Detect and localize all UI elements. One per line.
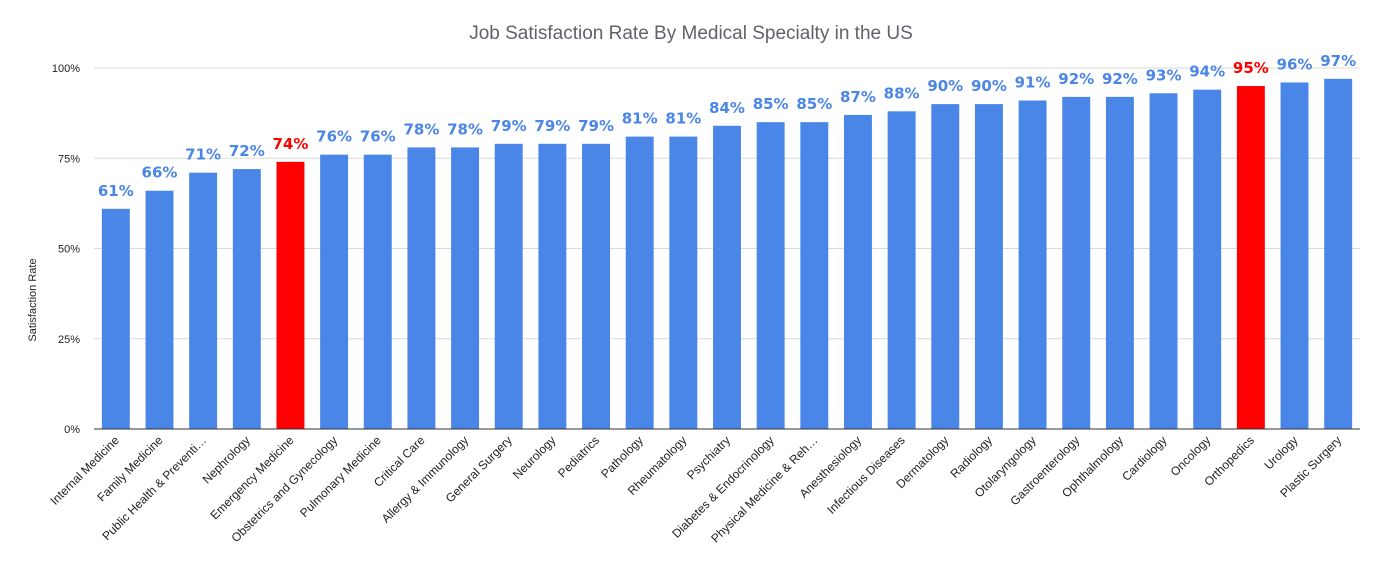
bar — [363, 154, 392, 429]
data-label: 76% — [360, 128, 396, 146]
data-label: 97% — [1320, 52, 1356, 70]
y-axis-label: Satisfaction Rate — [27, 258, 39, 341]
data-label: 87% — [840, 88, 876, 106]
data-label: 88% — [884, 84, 920, 102]
data-label: 94% — [1189, 63, 1225, 81]
data-label: 78% — [447, 120, 483, 138]
bar — [800, 122, 829, 430]
x-tick-label: Allergy & Immunology — [379, 433, 471, 525]
bar — [145, 190, 174, 429]
data-label: 90% — [971, 77, 1007, 95]
data-label: 71% — [185, 146, 221, 164]
bar — [1149, 93, 1178, 430]
x-tick-label: Neurology — [510, 433, 559, 482]
data-label: 84% — [709, 99, 745, 117]
bar — [713, 125, 741, 429]
data-label: 85% — [753, 95, 789, 113]
x-tick-label: Pulmonary Medicine — [297, 433, 384, 520]
bar — [1236, 86, 1265, 430]
data-label: 96% — [1277, 55, 1313, 73]
data-label: 66% — [142, 164, 178, 182]
data-label: 90% — [927, 77, 963, 95]
bar — [189, 172, 218, 429]
y-tick-label: 0% — [64, 424, 80, 436]
bar — [1105, 96, 1134, 429]
data-label: 78% — [403, 120, 439, 138]
bar — [494, 143, 523, 429]
bar — [974, 104, 1003, 429]
x-tick-label: Infectious Diseases — [824, 433, 907, 516]
bar — [407, 147, 436, 430]
data-label: 81% — [622, 110, 658, 128]
data-label: 79% — [534, 117, 570, 135]
bar — [451, 147, 480, 430]
data-label: 92% — [1102, 70, 1138, 88]
bar — [843, 114, 872, 430]
bar — [1193, 89, 1222, 429]
data-labels: 61% 66% 71% 72% 74% 76% 76% 78% 78% 79% 79% 79% 81% 8… — [98, 52, 1356, 200]
bar — [625, 136, 654, 429]
chart-title: Job Satisfaction Rate By Medical Special… — [469, 23, 913, 44]
data-label: 95% — [1233, 59, 1269, 77]
x-tick-label: Emergency Medicine — [207, 433, 296, 522]
bar — [320, 154, 349, 429]
x-tick-label: Pediatrics — [555, 433, 602, 480]
data-label: 91% — [1015, 73, 1051, 91]
bar — [1018, 100, 1047, 430]
bar — [538, 143, 567, 429]
bar — [931, 104, 960, 429]
data-label: 81% — [665, 110, 701, 128]
data-label: 79% — [578, 117, 614, 135]
bar — [232, 169, 261, 429]
bar — [887, 111, 916, 429]
x-tick-label: Urology — [1261, 433, 1300, 472]
bar — [1062, 96, 1091, 429]
bar — [276, 161, 305, 430]
bar — [669, 136, 698, 429]
bar — [101, 208, 130, 429]
data-label: 76% — [316, 128, 352, 146]
x-tick-label: Oncology — [1168, 433, 1214, 479]
y-tick-label: 75% — [58, 153, 80, 165]
data-label: 72% — [229, 142, 265, 160]
bar — [1324, 78, 1353, 429]
data-label: 93% — [1146, 66, 1182, 84]
y-tick-label: 100% — [52, 63, 80, 75]
data-label: 74% — [272, 135, 308, 153]
bar — [582, 143, 611, 429]
y-axis-ticks: 0% 25% 50% 75% 100% — [52, 63, 80, 436]
y-tick-label: 50% — [58, 244, 80, 256]
data-label: 92% — [1058, 70, 1094, 88]
bar — [1280, 82, 1309, 429]
data-label: 85% — [796, 95, 832, 113]
data-label: 79% — [491, 117, 527, 135]
data-label: 61% — [98, 182, 134, 200]
y-tick-label: 25% — [58, 334, 80, 346]
bars — [101, 78, 1353, 430]
x-tick-label: Cardiology — [1119, 433, 1169, 483]
bar — [756, 122, 785, 430]
